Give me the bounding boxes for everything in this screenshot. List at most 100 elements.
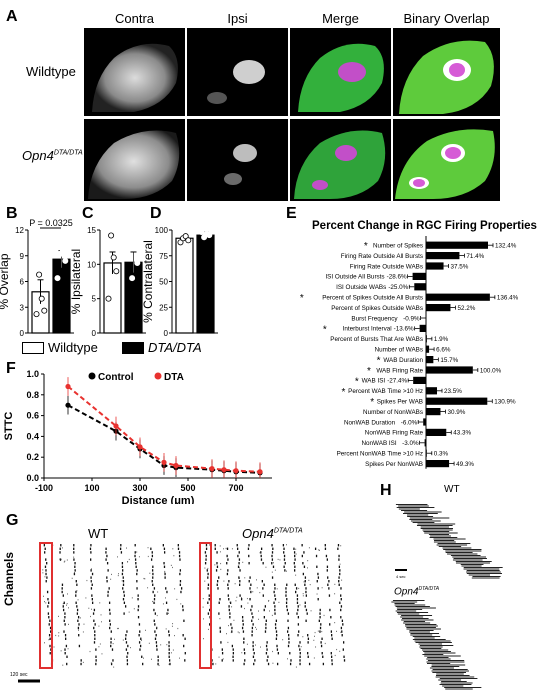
raster-g-spike: [328, 580, 330, 583]
raster-g-spike: [110, 641, 112, 644]
firing-bar: [419, 324, 426, 332]
raster-g-spike: [154, 594, 156, 597]
raster-g-noise: [295, 574, 297, 576]
raster-g-noise: [222, 658, 224, 660]
raster-g-spike: [315, 554, 318, 558]
raster-g-spike: [76, 608, 79, 612]
raster-g-spike: [305, 594, 307, 597]
raster-h-spike-row: [417, 523, 456, 525]
raster-g-noise: [238, 632, 240, 634]
image-dta-binary: [393, 119, 500, 201]
raster-g-spike: [287, 626, 290, 630]
raster-g-noise: [165, 628, 167, 630]
raster-g-noise: [152, 600, 153, 603]
raster-g-spike: [265, 652, 268, 655]
raster-g-spike: [209, 623, 211, 626]
sttc-point-dta: [257, 469, 263, 475]
firing-category-label: Spikes Per NonWAB: [365, 461, 423, 468]
raster-g-noise: [223, 548, 225, 550]
raster-g-spike: [136, 580, 138, 583]
panel-d-ytick-label: 100: [155, 226, 169, 235]
raster-g-noise: [53, 646, 55, 648]
image-wt-binary: [393, 28, 500, 116]
firing-value-label: 0.3%: [434, 451, 449, 458]
raster-g-spike: [263, 616, 266, 619]
sttc-point-dta: [209, 466, 215, 472]
raster-g-spike: [95, 648, 97, 651]
panel-b-ytick-label: 6: [20, 278, 25, 287]
raster-g-spike: [276, 634, 278, 637]
raster-g-spike: [340, 626, 343, 630]
sttc-point-dta: [233, 468, 239, 474]
raster-g-spike: [265, 644, 268, 648]
raster-h-spike-row: [395, 504, 428, 505]
raster-g-noise: [117, 556, 118, 558]
raster-g-noise: [147, 547, 149, 549]
raster-g-spike: [285, 587, 287, 590]
raster-g-noise: [156, 614, 158, 617]
raster-h-spike-row: [461, 565, 482, 567]
raster-g-spike: [168, 630, 170, 633]
raster-h-spike-row: [414, 640, 451, 642]
raster-g-spike: [324, 544, 326, 547]
raster-g-spike: [304, 580, 306, 583]
raster-h-spike-row: [419, 646, 443, 648]
raster-g-noise: [321, 630, 323, 633]
panel-b-bar: [52, 258, 71, 334]
raster-g-spike: [184, 659, 186, 662]
raster-g-spike: [110, 630, 112, 633]
raster-g-spike: [296, 612, 298, 615]
raster-g-spike: [274, 598, 277, 601]
raster-g-spike: [65, 644, 68, 648]
raster-g-spike: [236, 544, 238, 547]
raster-g-noise: [74, 572, 75, 574]
raster-g-noise: [226, 633, 227, 635]
raster-g-noise: [269, 610, 270, 612]
raster-g-spike: [237, 554, 239, 558]
raster-g-spike: [178, 554, 181, 558]
raster-g-noise: [90, 615, 91, 618]
raster-g-spike: [244, 659, 246, 662]
panel-label-f: F: [6, 360, 16, 377]
raster-g-spike: [262, 562, 264, 565]
raster-g-spike: [136, 572, 138, 576]
raster-g-noise: [98, 625, 100, 627]
raster-g-spike: [340, 587, 342, 590]
raster-g-noise: [233, 619, 235, 621]
raster-g-noise: [149, 572, 151, 574]
firing-significance-star: *: [367, 366, 371, 377]
raster-g-spike: [266, 659, 268, 662]
raster-g-noise: [127, 561, 128, 563]
raster-g-spike: [274, 587, 276, 590]
raster-g-spike: [78, 623, 80, 626]
raster-g-spike: [228, 598, 230, 601]
raster-g-noise: [323, 614, 325, 617]
raster-g-noise: [60, 650, 62, 652]
raster-g-spike: [136, 587, 138, 590]
raster-h-spike-row: [409, 517, 450, 519]
raster-g-spike: [283, 558, 286, 561]
raster-g-noise: [172, 548, 174, 550]
raster-g-spike: [287, 644, 290, 648]
raster-g-noise: [287, 620, 289, 622]
raster-g-spike: [47, 612, 50, 615]
raster-g-spike: [289, 662, 292, 666]
raster-g-noise: [314, 631, 316, 634]
raster-g-spike: [219, 630, 222, 633]
raster-g-noise: [227, 641, 229, 644]
raster-g-noise: [58, 615, 59, 618]
raster-g-noise: [246, 643, 248, 645]
raster-h-spike-row: [440, 682, 473, 684]
raster-g-spike: [184, 652, 186, 655]
raster-g-noise: [316, 593, 318, 595]
raster-h-spike-row: [401, 619, 434, 621]
raster-g-spike: [74, 565, 76, 568]
raster-g-spike: [182, 608, 184, 612]
raster-g-spike: [119, 547, 122, 550]
raster-g-spike: [340, 605, 343, 608]
raster-g-spike: [137, 616, 140, 619]
raster-g-spike: [59, 558, 62, 561]
raster-g-spike: [157, 659, 159, 662]
raster-g-noise: [91, 580, 92, 582]
raster-h-spike-row: [416, 525, 453, 526]
